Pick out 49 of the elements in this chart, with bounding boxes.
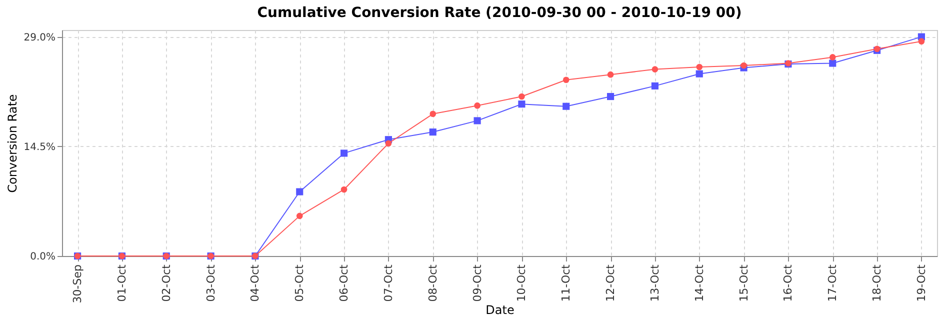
x-tick-label: 13-Oct (648, 264, 662, 302)
point (518, 100, 526, 108)
x-tick-label: 08-Oct (426, 264, 440, 302)
x-tick-label: 15-Oct (737, 264, 750, 302)
point (696, 70, 703, 78)
x-tick-label: 17-Oct (826, 264, 840, 302)
point (474, 102, 480, 109)
x-tick-label: 30-Sep (71, 264, 84, 304)
point (562, 102, 570, 110)
point (651, 82, 658, 90)
point (474, 117, 481, 124)
x-tick-label: 12-Oct (604, 264, 618, 302)
x-tick-label: 10-Oct (515, 264, 528, 302)
x-tick-label: 18-Oct (870, 264, 884, 302)
point (562, 76, 570, 84)
point (829, 60, 836, 67)
x-axis-title: Date (486, 303, 514, 318)
y-axis-title: Conversion Rate (6, 94, 20, 193)
x-tick-label: 11-Oct (560, 264, 573, 302)
x-tick-label: 05-Oct (293, 264, 306, 302)
x-tick-label: 01-Oct (115, 264, 128, 302)
x-tick-label: 19-Oct (914, 264, 928, 302)
x-tick-label: 06-Oct (338, 264, 351, 302)
x-tick-label: 02-Oct (160, 264, 173, 302)
point (340, 150, 348, 157)
x-tick-label: 09-Oct (470, 264, 484, 302)
x-tick-label: 07-Oct (382, 264, 395, 302)
x-tick-label: 14-Oct (692, 264, 706, 302)
point (296, 188, 304, 196)
point (385, 140, 392, 147)
point (429, 128, 436, 136)
point (607, 92, 614, 100)
y-tick-label: 14.5% (24, 142, 56, 153)
point (430, 110, 436, 118)
point (740, 62, 747, 69)
point (518, 93, 525, 100)
point (607, 71, 614, 78)
point (829, 54, 836, 60)
point (918, 38, 925, 44)
chart-title: Cumulative Conversion Rate (2010-09-30 00 - 2010-10-19 00) (257, 5, 742, 21)
y-tick-label: 0.0% (30, 252, 56, 262)
x-tick-label: 04-Oct (248, 264, 262, 302)
point (340, 186, 348, 193)
point (696, 64, 703, 70)
x-tick-label: 16-Oct (782, 264, 795, 302)
point (296, 212, 303, 220)
x-tick-label: 03-Oct (204, 264, 218, 302)
point (652, 66, 658, 72)
y-tick-label: 29.0% (24, 32, 56, 44)
